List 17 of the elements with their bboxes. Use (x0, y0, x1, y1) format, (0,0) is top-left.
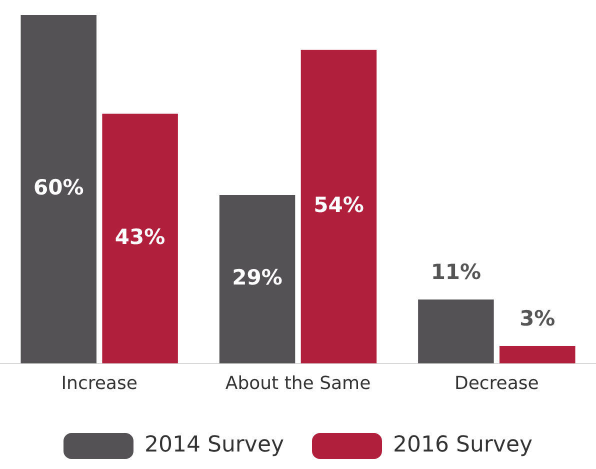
data-label: 3% (520, 306, 556, 330)
data-label: 43% (114, 225, 166, 250)
bar (20, 15, 96, 364)
bar (219, 195, 296, 364)
data-label: 29% (232, 266, 282, 290)
bar (418, 300, 494, 364)
data-label: 60% (33, 176, 84, 200)
data-label: 54% (314, 193, 364, 218)
bar (102, 114, 178, 364)
legend-label: 2016 Survey (393, 432, 533, 458)
legend-label: 2014 Survey (144, 432, 284, 458)
bar (300, 50, 377, 364)
x-tick-label: Decrease (454, 372, 539, 394)
x-tick-label: About the Same (225, 372, 371, 394)
bar (500, 346, 576, 364)
data-label: 11% (430, 260, 482, 284)
x-tick-label: Increase (61, 372, 138, 394)
